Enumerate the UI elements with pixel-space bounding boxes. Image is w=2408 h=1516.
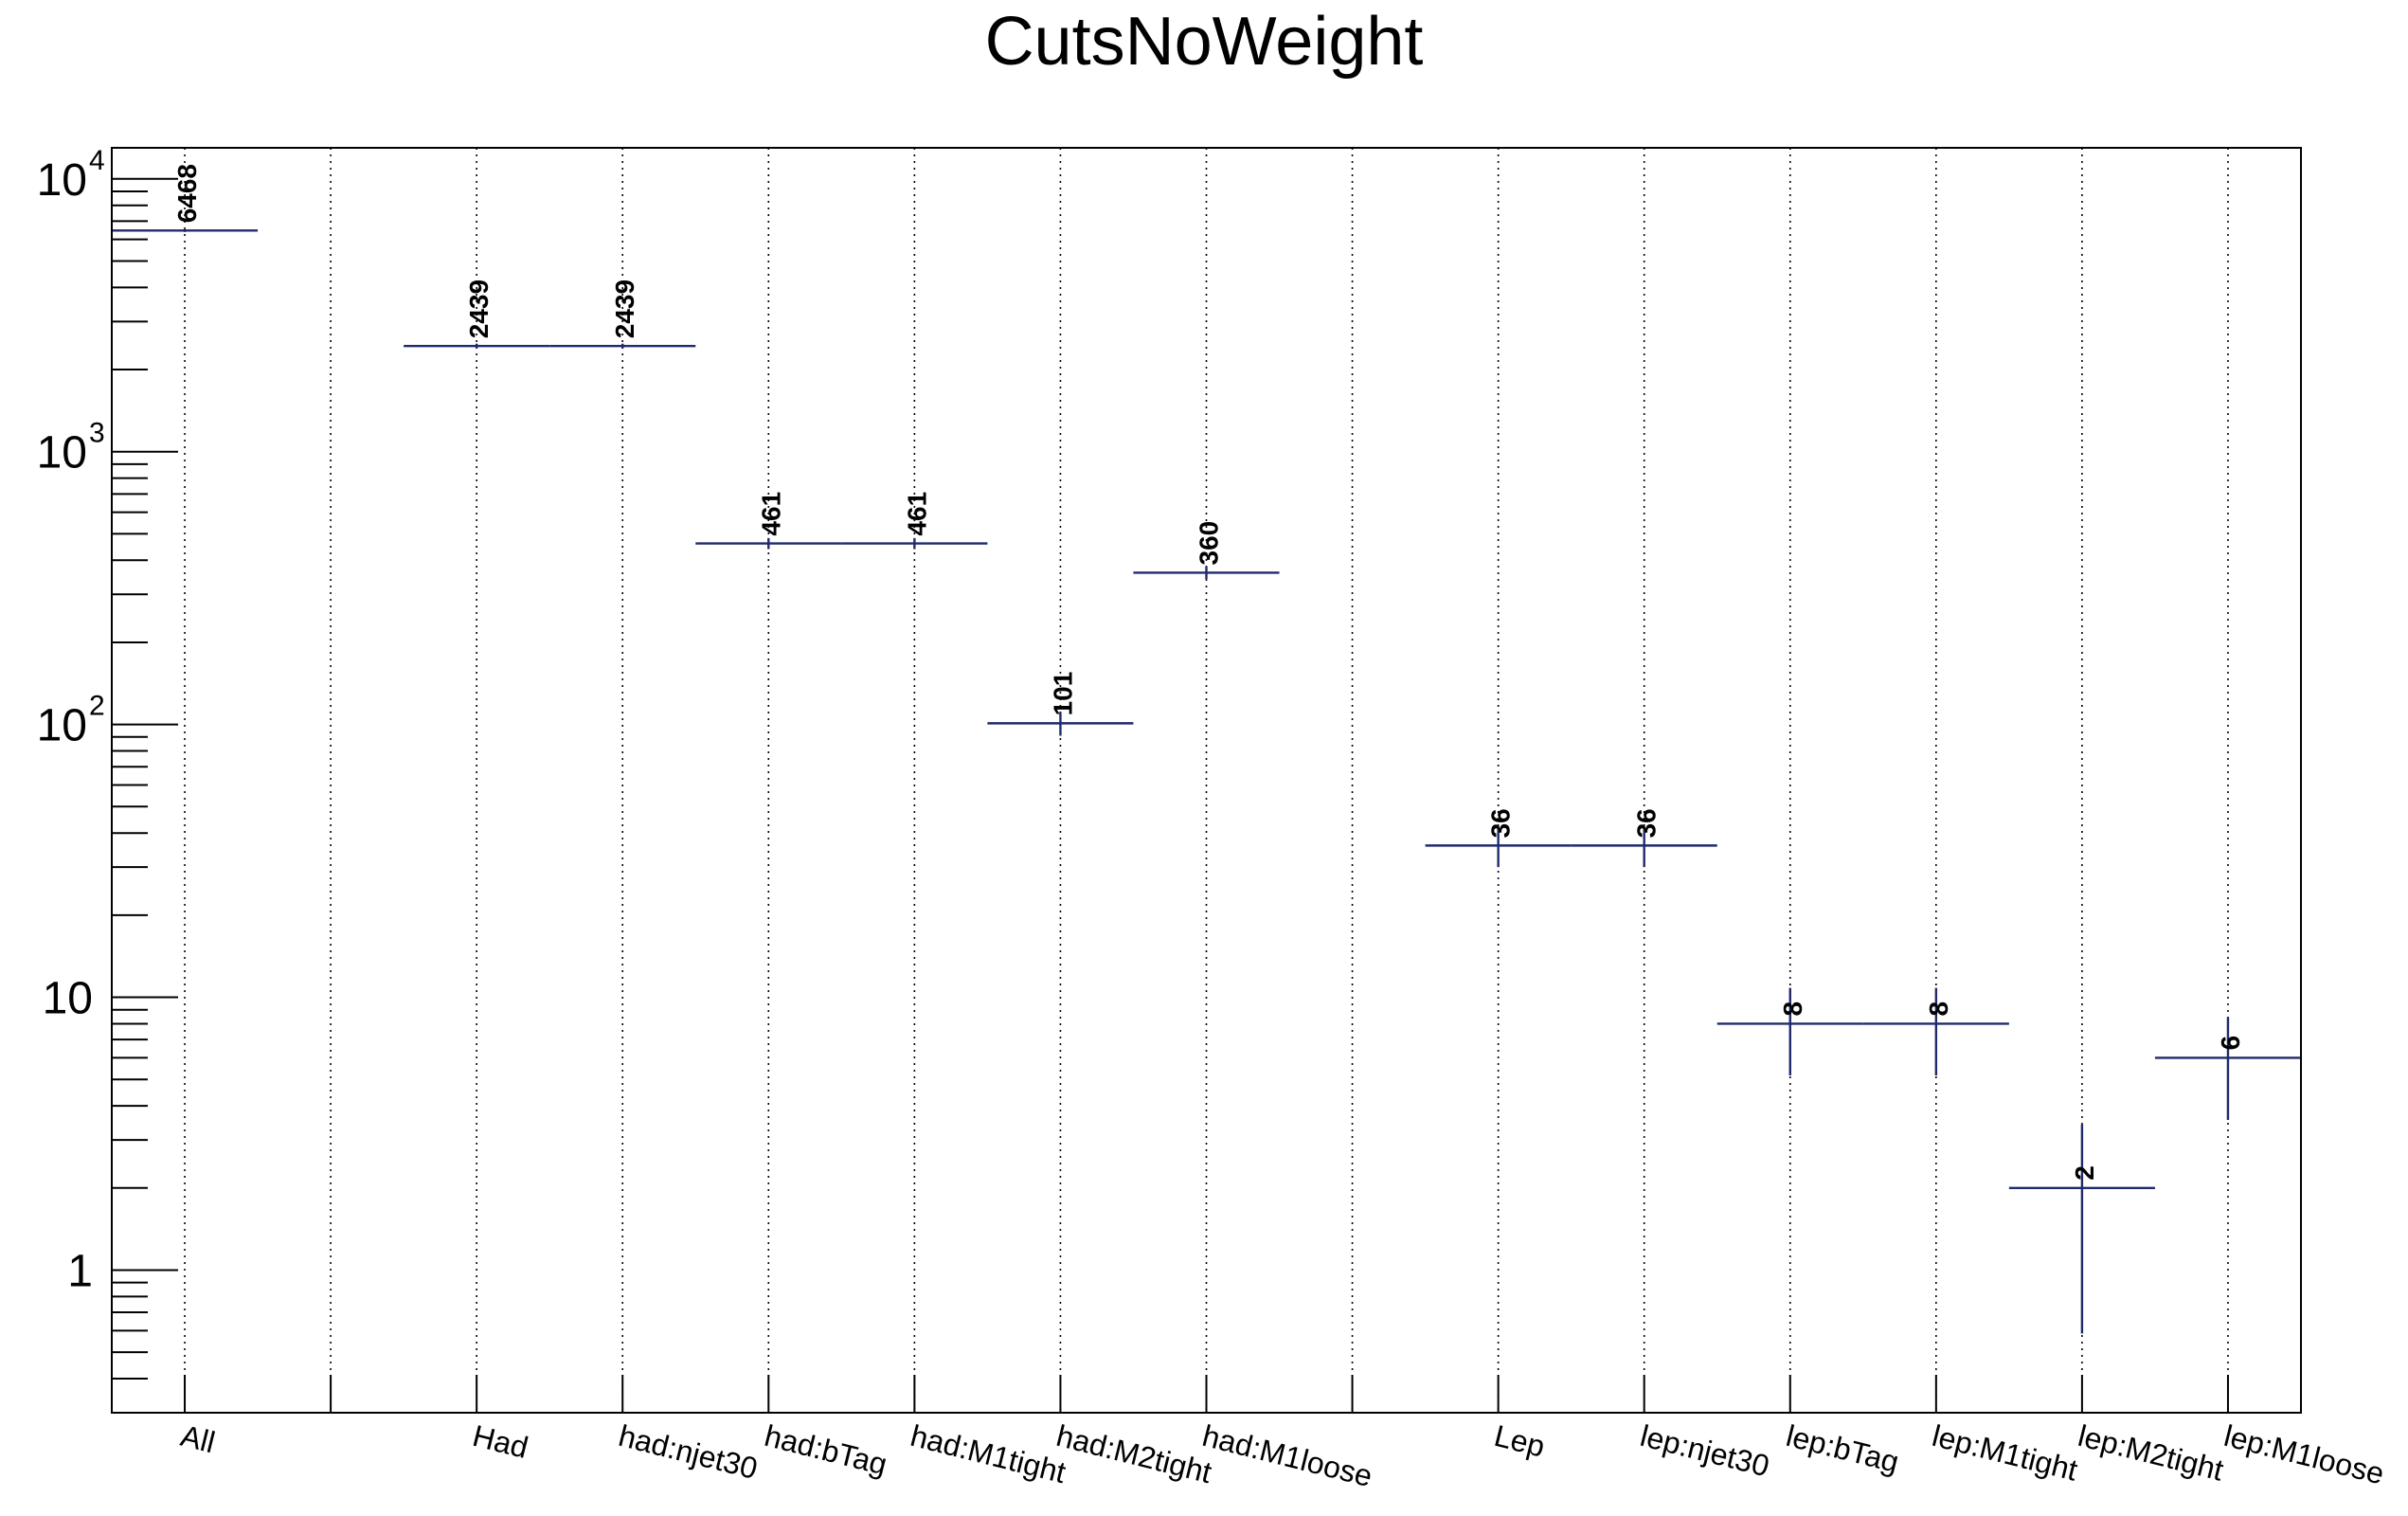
data-label: 8 bbox=[1924, 1002, 1953, 1017]
data-labels: 6468 2439 2439 461 461 101 360 36 36 8 8 2 6 bbox=[172, 164, 2245, 1181]
chart-title: CutsNoWeight bbox=[985, 4, 1424, 80]
x-tick-label: lep:M2tight bbox=[2075, 1418, 2227, 1488]
y-tick-exponent: 4 bbox=[89, 145, 105, 176]
data-label: 360 bbox=[1195, 521, 1224, 566]
data-label: 36 bbox=[1486, 808, 1516, 838]
data-label: 2439 bbox=[610, 280, 639, 338]
series-bars bbox=[112, 228, 2301, 1334]
y-tick-label: 10 bbox=[43, 974, 93, 1024]
x-axis-ticks: All Had had:njet30 had:bTag had:M1tighthad:M… bbox=[177, 1375, 2387, 1493]
data-label: 36 bbox=[1632, 808, 1662, 838]
x-tick-label: had:bTag bbox=[762, 1418, 890, 1482]
data-label: 6 bbox=[2216, 1036, 2245, 1051]
y-tick-exponent: 2 bbox=[89, 691, 105, 722]
x-tick-label: had:njet30 bbox=[616, 1418, 762, 1486]
x-tick-label: had:M1loose bbox=[1199, 1418, 1376, 1493]
x-tick-label: Lep bbox=[1491, 1418, 1549, 1464]
y-tick-label: 10 bbox=[37, 155, 87, 206]
y-tick-exponent: 3 bbox=[89, 418, 105, 449]
data-label: 2 bbox=[2070, 1165, 2099, 1181]
x-tick-label: had:M2tight bbox=[1053, 1418, 1215, 1489]
data-label: 8 bbox=[1778, 1002, 1807, 1017]
plot-frame bbox=[111, 147, 2302, 1414]
x-tick-label: lep:njet30 bbox=[1637, 1418, 1772, 1484]
y-tick-label: 10 bbox=[37, 701, 87, 751]
data-label: 2439 bbox=[464, 280, 494, 338]
x-tick-label: lep:M1tight bbox=[1929, 1418, 2081, 1488]
y-tick-label: 1 bbox=[67, 1246, 93, 1296]
data-label: 461 bbox=[902, 492, 931, 536]
x-tick-label: Had bbox=[469, 1418, 531, 1465]
data-label: 461 bbox=[756, 492, 785, 536]
x-tick-label: had:M1tight bbox=[907, 1418, 1069, 1489]
y-tick-label: 10 bbox=[37, 428, 87, 478]
data-label: 6468 bbox=[172, 164, 202, 223]
x-tick-label: lep:bTag bbox=[1783, 1418, 1902, 1479]
x-tick-label: lep:M1loose bbox=[2220, 1418, 2387, 1491]
data-label: 101 bbox=[1048, 672, 1077, 716]
x-tick-label: All bbox=[177, 1418, 218, 1460]
